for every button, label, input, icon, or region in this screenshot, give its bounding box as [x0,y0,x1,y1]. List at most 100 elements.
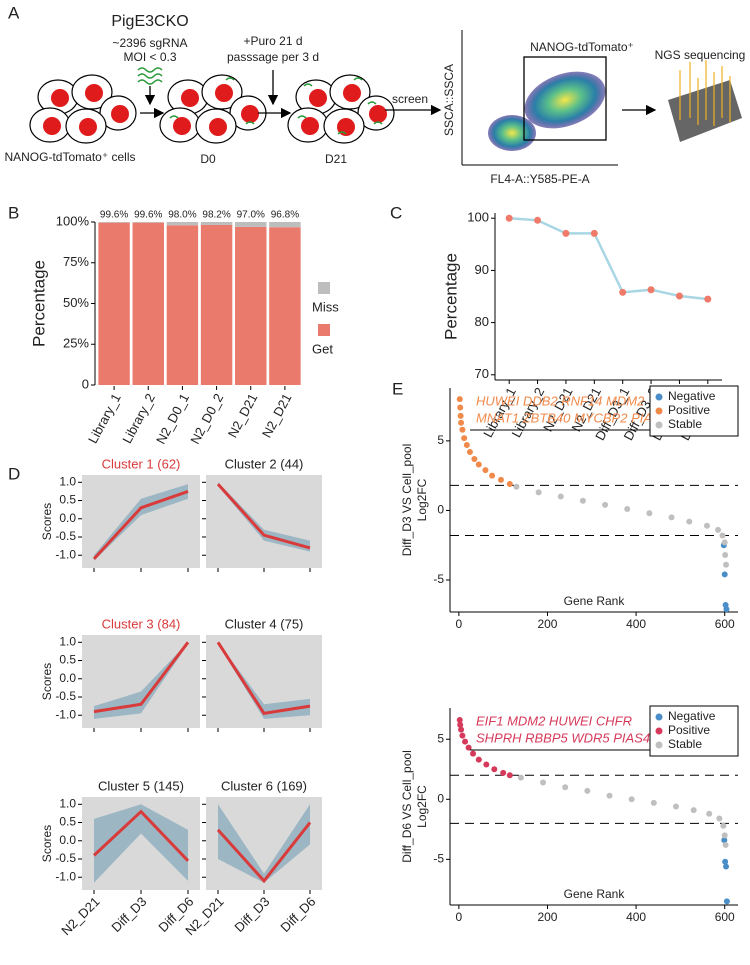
label: NGS sequencing [655,48,746,62]
cell-cluster [29,74,137,144]
x-tick-label: 0 [456,910,463,924]
y-axis-label: Percentage [441,253,460,340]
legend-marker [655,421,663,429]
y-tick-label: 100 [467,210,489,225]
mean-line [93,641,190,714]
point [459,732,466,739]
x-axis-label: Gene Rank [564,594,626,608]
point [500,769,507,776]
point [466,449,473,455]
bar-segment [269,222,301,228]
x-tick-label: 200 [537,617,557,631]
y-tick-label: 0 [437,791,444,805]
label: D21 [325,152,347,166]
point [475,461,482,468]
legend-label: Negative [668,709,716,723]
bar-segment [166,225,199,385]
point [458,726,465,733]
point [675,292,683,300]
point [721,837,728,844]
legend-label: Negative [668,389,716,403]
value-label: 99.6% [100,210,128,221]
x-tick-label: Diff_D6 [277,894,318,935]
schematic: PigE3CKO ~2396 sgRNA MOI < 0.3 +Puro 21 … [4,13,745,186]
point [703,522,710,529]
point [483,761,490,768]
point [721,539,728,546]
point [672,803,679,810]
point [459,426,466,433]
y-tick-label: 1.0 [59,796,76,810]
point [489,472,496,479]
mean-line [216,483,311,550]
legend-label: Miss [312,299,339,314]
range-band [218,642,310,719]
point [562,784,569,791]
ngs-icon [668,60,742,142]
bar-segment [269,227,301,385]
y-tick-label: -5 [433,572,444,586]
legend-marker [655,393,663,401]
point [690,807,697,814]
panel-letter: E [392,379,403,398]
point [723,561,730,568]
y-tick-label: 80 [475,314,489,329]
point [461,435,468,442]
cell-cluster [159,74,267,144]
mean-line [92,489,189,560]
y-tick-label: 50% [63,295,89,310]
y-tick-label: -1.0 [55,707,76,721]
axis-label: SSCA::SSCA [442,64,456,136]
arrows [140,70,657,119]
point [491,766,498,773]
point [723,863,730,870]
annotation: HUWEI DDB2 RNF14 MDM2 [476,393,645,408]
mean-line [216,821,312,884]
x-tick-label: 0 [456,617,463,631]
sgrna-icon [137,67,163,85]
panel-letter: B [8,203,19,222]
bar-segment [132,222,164,385]
y-tick-label: 75% [63,254,89,269]
range-band [94,804,188,883]
y-tick-label: 0.0 [59,671,76,685]
panel-letter: D [8,464,20,483]
point [606,792,613,799]
label: ~2396 sgRNA [112,36,187,50]
legend-swatch [318,324,330,336]
legend-marker [655,407,663,415]
x-tick-label: Diff_D3 [108,894,149,935]
point [505,214,513,222]
bar-segment [235,222,267,227]
point [462,738,469,745]
y-tick-label: 5 [437,731,444,745]
range-band [94,642,188,719]
axis-label: FL4-A::Y585-PE-A [490,172,589,186]
point [457,404,464,411]
x-axis-label: Gene Rank [564,887,626,901]
y-axis-label: Percentage [29,260,48,347]
range-band [218,804,310,883]
point [722,858,729,865]
mean-line [216,641,311,716]
cluster-title: Cluster 2 (44) [225,456,304,471]
point [722,841,729,848]
annotation: SHPRH RBBP5 WDR5 PIAS4 [476,730,650,745]
legend-label: Stable [668,417,702,431]
point [647,286,655,294]
y-axis-label: Log2FC [415,785,429,828]
point [722,551,729,558]
point [646,510,653,517]
bar-segment [166,222,199,226]
point [540,779,547,786]
point [458,419,465,426]
mean-line [92,809,190,862]
bar-segment [200,222,233,225]
cluster-title: Cluster 5 (145) [98,778,184,793]
point [506,481,513,487]
point [650,799,657,806]
x-tick-label: 400 [626,910,646,924]
cluster-title: Cluster 3 (84) [102,616,181,631]
y-tick-label: 0.5 [59,653,76,667]
